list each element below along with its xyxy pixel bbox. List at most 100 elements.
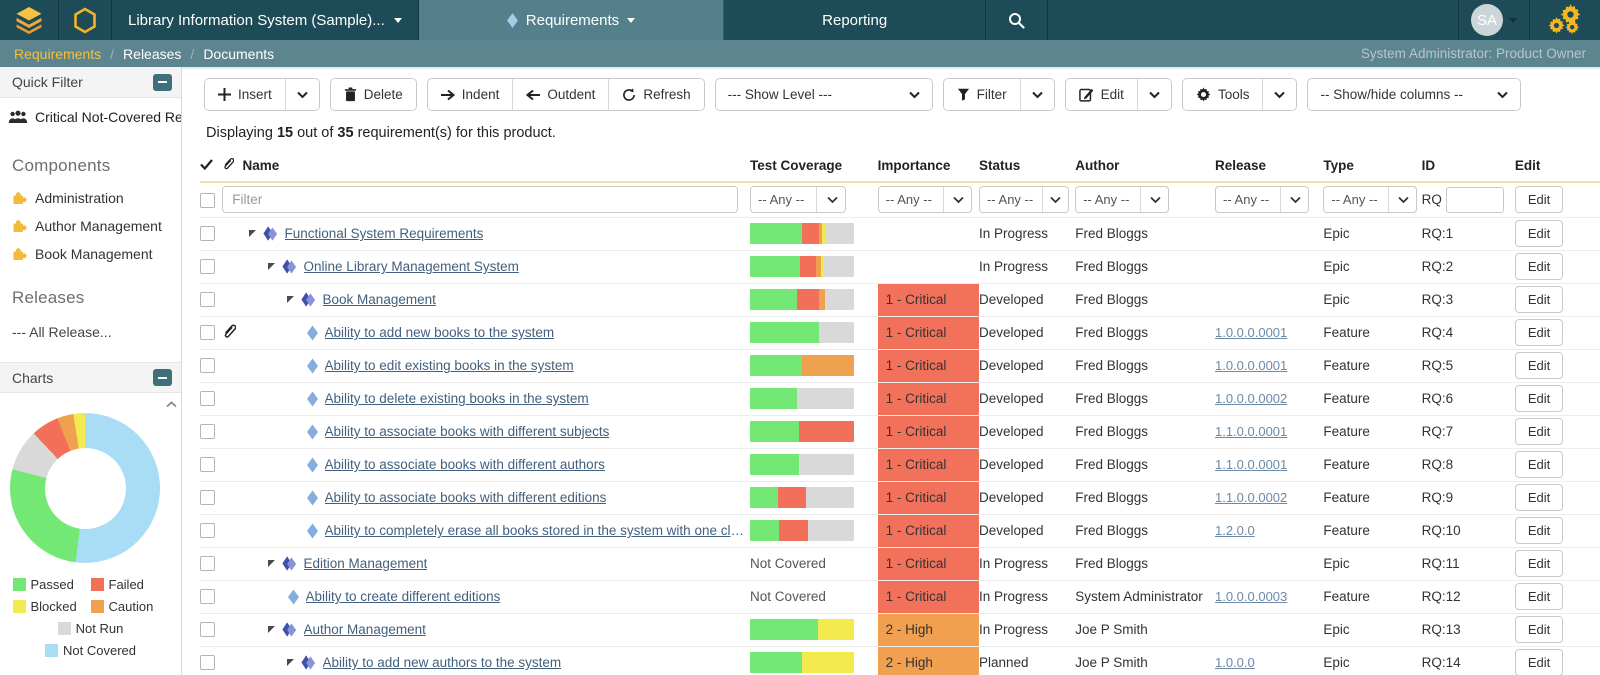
project-selector[interactable]: Library Information System (Sample)... [112,0,419,40]
row-checkbox[interactable] [200,358,215,373]
app-logo[interactable] [0,0,59,40]
quick-filter-collapse-button[interactable] [153,74,172,91]
row-edit-button[interactable]: Edit [1515,517,1563,544]
row-edit-button[interactable]: Edit [1515,385,1563,412]
row-checkbox[interactable] [200,226,215,241]
expand-collapse-icon[interactable] [249,230,256,237]
release-link[interactable]: 1.0.0.0.0001 [1215,358,1287,373]
requirement-link[interactable]: Edition Management [304,556,428,571]
select-all-header[interactable] [200,150,222,182]
release-link[interactable]: 1.1.0.0.0001 [1215,457,1287,472]
release-link[interactable]: 1.0.0.0.0001 [1215,325,1287,340]
row-checkbox[interactable] [200,523,215,538]
insert-dropdown-button[interactable] [285,79,319,110]
name-filter-input[interactable] [222,186,738,213]
component-item-administration[interactable]: Administration [0,184,181,212]
expand-collapse-icon[interactable] [287,659,294,666]
row-edit-button[interactable]: Edit [1515,484,1563,511]
breadcrumb-item-documents[interactable]: Documents [203,46,274,62]
row-edit-button[interactable]: Edit [1515,616,1563,643]
releases-filter-all[interactable]: --- All Release... [0,316,181,354]
row-edit-button[interactable]: Edit [1515,352,1563,379]
column-header-importance[interactable]: Importance [878,150,979,182]
delete-button[interactable]: Delete [331,79,416,110]
refresh-button[interactable]: Refresh [608,79,703,110]
quick-filter-item-critical-not-covered[interactable]: Critical Not-Covered Re [0,98,181,136]
expand-collapse-icon[interactable] [268,560,275,567]
row-checkbox[interactable] [200,292,215,307]
select-all-checkbox[interactable] [200,193,215,208]
filter-button[interactable]: Filter [944,79,1020,110]
status-filter-select[interactable]: -- Any -- [979,186,1069,213]
row-checkbox[interactable] [200,622,215,637]
row-checkbox[interactable] [200,391,215,406]
column-header-status[interactable]: Status [979,150,1075,182]
indent-button[interactable]: Indent [428,79,513,110]
column-header-id[interactable]: ID [1422,150,1515,182]
column-header-type[interactable]: Type [1323,150,1421,182]
row-edit-button[interactable]: Edit [1515,220,1563,247]
importance-filter-select[interactable]: -- Any -- [878,186,972,213]
requirement-link[interactable]: Ability to associate books with differen… [325,490,607,505]
requirement-link[interactable]: Ability to associate books with differen… [325,424,610,439]
requirement-link[interactable]: Functional System Requirements [285,226,484,241]
edit-all-button[interactable]: Edit [1515,186,1563,213]
release-link[interactable]: 1.0.0.0 [1215,655,1255,670]
breadcrumb-item-releases[interactable]: Releases [123,46,181,62]
requirement-link[interactable]: Book Management [323,292,436,307]
column-header-name[interactable]: Name [243,150,751,182]
row-edit-button[interactable]: Edit [1515,583,1563,610]
search-button[interactable] [985,0,1048,40]
requirement-link[interactable]: Author Management [304,622,426,637]
row-checkbox[interactable] [200,490,215,505]
release-link[interactable]: 1.1.0.0.0001 [1215,424,1287,439]
row-edit-button[interactable]: Edit [1515,550,1563,577]
row-checkbox[interactable] [200,457,215,472]
system-administration-button[interactable] [1530,0,1600,40]
show-hide-columns-select[interactable]: -- Show/hide columns -- [1308,79,1520,110]
release-link[interactable]: 1.0.0.0.0002 [1215,391,1287,406]
release-link[interactable]: 1.0.0.0.0003 [1215,589,1287,604]
type-filter-select[interactable]: -- Any -- [1323,186,1417,213]
row-checkbox[interactable] [200,655,215,670]
requirement-link[interactable]: Ability to delete existing books in the … [325,391,589,406]
requirement-link[interactable]: Ability to edit existing books in the sy… [325,358,574,373]
requirement-link[interactable]: Ability to associate books with differen… [325,457,605,472]
row-edit-button[interactable]: Edit [1515,649,1563,675]
requirement-link[interactable]: Online Library Management System [304,259,519,274]
chart-scroll-up-icon[interactable] [166,395,177,413]
expand-collapse-icon[interactable] [287,296,294,303]
tools-dropdown-button[interactable] [1262,79,1296,110]
tools-button[interactable]: Tools [1183,79,1263,110]
row-edit-button[interactable]: Edit [1515,286,1563,313]
column-header-author[interactable]: Author [1075,150,1215,182]
column-header-release[interactable]: Release [1215,150,1323,182]
row-edit-button[interactable]: Edit [1515,319,1563,346]
row-checkbox[interactable] [200,589,215,604]
release-link[interactable]: 1.1.0.0.0002 [1215,490,1287,505]
expand-collapse-icon[interactable] [268,626,275,633]
charts-collapse-button[interactable] [153,369,172,386]
row-checkbox[interactable] [200,424,215,439]
coverage-filter-select[interactable]: -- Any -- [750,186,846,213]
row-edit-button[interactable]: Edit [1515,418,1563,445]
requirement-link[interactable]: Ability to completely erase all books st… [325,523,747,538]
breadcrumb-item-requirements[interactable]: Requirements [14,46,101,62]
edit-button[interactable]: Edit [1066,79,1137,110]
row-checkbox[interactable] [200,325,215,340]
row-checkbox[interactable] [200,556,215,571]
workspace-hexagon-icon[interactable] [59,0,112,40]
outdent-button[interactable]: Outdent [512,79,608,110]
release-link[interactable]: 1.2.0.0 [1215,523,1255,538]
column-header-coverage[interactable]: Test Coverage [750,150,878,182]
tab-requirements[interactable]: Requirements [419,0,724,40]
row-edit-button[interactable]: Edit [1515,451,1563,478]
user-menu[interactable]: SA [1458,0,1530,40]
requirement-link[interactable]: Ability to create different editions [306,589,501,604]
edit-dropdown-button[interactable] [1137,79,1171,110]
filter-dropdown-button[interactable] [1020,79,1054,110]
release-filter-select[interactable]: -- Any -- [1215,186,1309,213]
show-level-select[interactable]: --- Show Level --- [716,79,932,110]
tab-reporting[interactable]: Reporting [724,0,985,40]
insert-button[interactable]: Insert [205,79,285,110]
